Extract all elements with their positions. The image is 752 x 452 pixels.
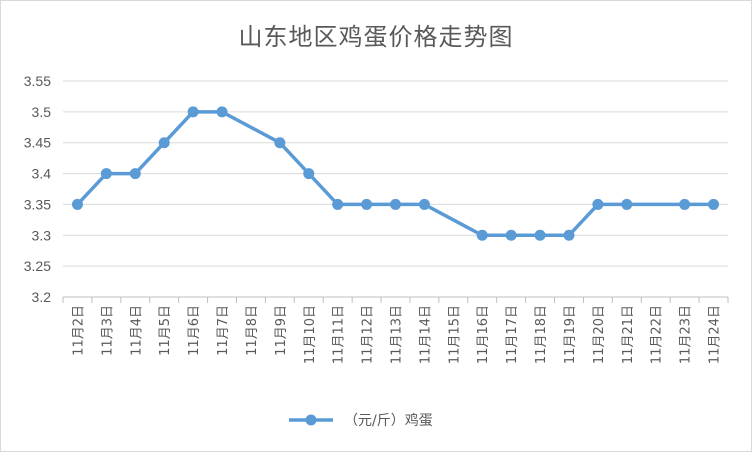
- x-tick-label: 11月20日: [592, 305, 607, 364]
- chart-title: 山东地区鸡蛋价格走势图: [239, 23, 514, 51]
- x-tick-label: 11月19日: [563, 305, 578, 364]
- data-point: [71, 198, 83, 210]
- x-tick-label: 11月13日: [390, 305, 405, 364]
- data-point: [679, 198, 691, 210]
- x-tick-label: 11月22日: [650, 305, 665, 364]
- y-tick-label: 3.3: [32, 227, 52, 243]
- data-point: [274, 137, 286, 149]
- y-tick-label: 3.2: [32, 289, 52, 305]
- data-point: [563, 229, 575, 241]
- data-point: [621, 198, 633, 210]
- y-tick-label: 3.4: [32, 166, 52, 182]
- x-tick-label: 11月11日: [332, 305, 347, 364]
- data-point: [476, 229, 488, 241]
- x-tick-label: 11月2日: [71, 305, 86, 356]
- x-tick-label: 11月16日: [476, 305, 491, 364]
- x-tick-label: 11月8日: [245, 305, 260, 356]
- data-point: [505, 229, 517, 241]
- data-point: [187, 106, 199, 118]
- x-tick-label: 11月5日: [158, 305, 173, 356]
- data-point: [361, 198, 373, 210]
- legend-marker-icon: [305, 414, 317, 426]
- x-tick-label: 11月24日: [708, 305, 723, 364]
- y-tick-label: 3.45: [24, 135, 51, 151]
- x-tick-label: 11月7日: [216, 305, 231, 356]
- y-tick-label: 3.55: [24, 73, 51, 89]
- series-layer: [71, 106, 720, 241]
- series-line: [76, 110, 714, 238]
- x-tick-label: 11月21日: [621, 305, 636, 364]
- x-tick-label: 11月15日: [447, 305, 462, 364]
- data-point: [534, 229, 546, 241]
- x-tick-label: 11月17日: [505, 305, 520, 364]
- data-point: [390, 198, 401, 210]
- x-tick-label: 11月10日: [303, 305, 318, 364]
- x-tick-label: 11月23日: [679, 305, 694, 364]
- y-axis-ticks: 3.2 3.25 3.3 3.35 3.4 3.45 3.5 3.55: [24, 73, 51, 305]
- legend: （元/斤）鸡蛋: [289, 412, 433, 429]
- x-tick-label: 11月14日: [418, 305, 433, 364]
- legend-label: （元/斤）鸡蛋: [344, 412, 433, 429]
- y-tick-label: 3.35: [24, 196, 51, 212]
- data-point: [332, 198, 344, 210]
- data-point: [303, 168, 315, 180]
- x-tick-label: 11月9日: [274, 305, 289, 356]
- x-tick-label: 11月12日: [361, 305, 376, 364]
- data-point: [418, 198, 430, 210]
- x-tick-label: 11月4日: [129, 305, 144, 356]
- data-point: [158, 137, 170, 149]
- y-tick-label: 3.25: [24, 258, 51, 274]
- y-tick-label: 3.5: [32, 104, 52, 120]
- x-axis: 11月2日 11月3日 11月4日 11月5日 11月6日 11月7日 11月8日 11月9日…: [62, 297, 729, 364]
- data-point: [100, 168, 112, 180]
- data-point: [129, 168, 141, 180]
- x-tick-label: 11月6日: [187, 305, 202, 356]
- data-point: [708, 198, 720, 210]
- x-tick-label: 11月18日: [534, 305, 549, 364]
- x-tick-label: 11月3日: [100, 305, 115, 356]
- grid-lines: [63, 80, 728, 298]
- data-point: [592, 198, 604, 210]
- data-point: [216, 106, 228, 118]
